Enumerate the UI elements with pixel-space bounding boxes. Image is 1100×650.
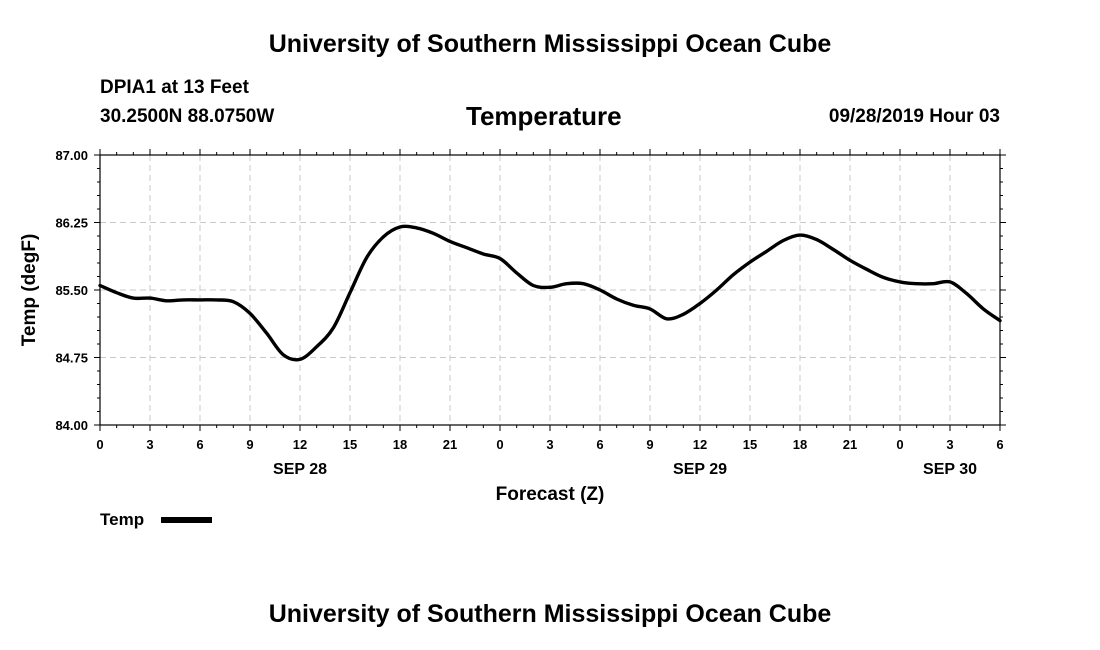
x-tick-label: 21	[843, 437, 857, 452]
y-tick-label: 86.25	[55, 216, 88, 231]
x-tick-label: 18	[393, 437, 407, 452]
x-date-label: SEP 30	[923, 461, 977, 478]
page-title: University of Southern Mississippi Ocean…	[268, 30, 832, 58]
series-line-temp	[98, 224, 1002, 362]
y-tick-label: 84.75	[55, 351, 88, 366]
y-tick-label: 85.50	[55, 283, 88, 298]
x-tick-label: 15	[743, 437, 757, 452]
footer-title: University of Southern Mississippi Ocean…	[268, 600, 832, 628]
x-date-label: SEP 29	[673, 461, 727, 478]
grid-lines	[100, 155, 1000, 425]
legend-label: Temp	[100, 510, 145, 529]
x-tick-label: 18	[793, 437, 807, 452]
y-axis-tick-labels: 84.00 84.75 85.50 86.25 87.00	[55, 148, 88, 433]
series-layer	[98, 224, 1002, 362]
x-tick-label: 15	[343, 437, 357, 452]
x-axis-date-labels: SEP 28 SEP 29 SEP 30	[273, 461, 977, 478]
x-tick-label: 9	[646, 437, 653, 452]
x-date-label: SEP 28	[273, 461, 327, 478]
x-tick-label: 0	[96, 437, 103, 452]
x-tick-label: 3	[946, 437, 953, 452]
axis-ticks	[94, 149, 1006, 431]
x-axis-title: Forecast (Z)	[496, 484, 605, 505]
y-tick-label: 87.00	[55, 148, 88, 163]
x-axis-tick-labels: 0 3 6 9 12 15 18 21 0 3 6 9 12 15 18 21 0 3 6	[96, 437, 1003, 452]
x-tick-label: 3	[546, 437, 553, 452]
x-tick-label: 3	[146, 437, 153, 452]
x-tick-label: 12	[293, 437, 307, 452]
legend-line-swatch	[161, 517, 212, 523]
y-axis-title: Temp (degF)	[19, 234, 40, 347]
x-tick-label: 9	[246, 437, 253, 452]
y-tick-label: 84.00	[55, 418, 88, 433]
x-tick-label: 6	[996, 437, 1003, 452]
x-tick-label: 21	[443, 437, 457, 452]
x-tick-label: 6	[196, 437, 203, 452]
x-tick-label: 0	[496, 437, 503, 452]
valid-time: 09/28/2019 Hour 03	[828, 106, 1000, 127]
x-tick-label: 0	[896, 437, 903, 452]
chart-title: Temperature	[466, 101, 622, 131]
station-label: DPIA1 at 13 Feet	[100, 77, 249, 98]
station-coordinates: 30.2500N 88.0750W	[100, 106, 275, 127]
x-tick-label: 6	[596, 437, 603, 452]
x-tick-label: 12	[693, 437, 707, 452]
